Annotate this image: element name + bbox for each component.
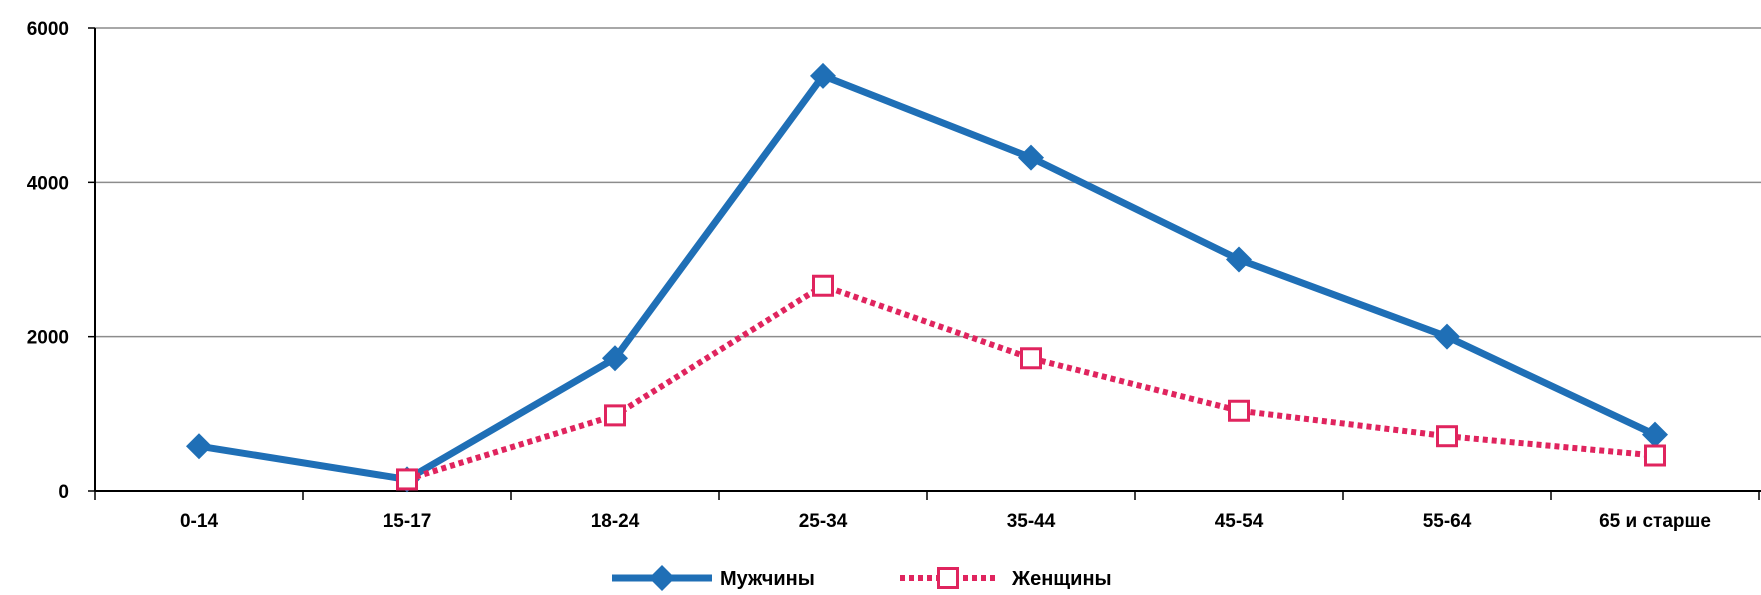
data-point: [937, 567, 959, 589]
x-tick-label: 35-44: [1007, 511, 1056, 532]
legend: Мужчины Женщины: [612, 565, 1112, 591]
data-point: [1226, 246, 1252, 273]
data-point: [1644, 444, 1666, 467]
data-point: [1642, 421, 1668, 448]
y-tick-label: 2000: [27, 328, 69, 349]
data-point: [1228, 399, 1250, 422]
series-line: [406, 282, 1656, 483]
x-tick-label: 45-54: [1215, 511, 1264, 532]
x-tick-label: 15-17: [383, 511, 432, 532]
y-tick-label: 6000: [27, 19, 69, 40]
data-point: [602, 345, 628, 372]
x-tick-label: 55-64: [1423, 511, 1472, 532]
y-tick-label: 4000: [27, 173, 69, 194]
y-tick-label: 0: [58, 482, 69, 503]
x-tick-label: 65 и старше: [1599, 511, 1711, 532]
gridlines: [95, 27, 1761, 338]
data-point: [396, 468, 418, 491]
x-tick-label: 25-34: [799, 511, 848, 532]
x-tick-labels: 0-14 15-17 18-24 25-34 35-44 45-54 55-64 65 и с…: [180, 511, 1711, 532]
legend-label: Женщины: [1011, 568, 1112, 590]
series-lines: [186, 62, 1668, 493]
legend-item-1: Женщины: [900, 567, 1112, 590]
x-tick-label: 18-24: [591, 511, 640, 532]
legend-item-0: Мужчины: [612, 565, 815, 591]
data-point: [810, 62, 836, 89]
x-tick-label: 0-14: [180, 511, 218, 532]
data-point: [604, 404, 626, 427]
series-1: [396, 274, 1666, 491]
data-point: [649, 565, 675, 591]
series-line: [198, 72, 1657, 483]
data-point: [1018, 144, 1044, 171]
y-tick-labels: 0 2000 4000 6000: [27, 19, 69, 503]
data-point: [812, 274, 834, 297]
axes: [88, 27, 1761, 500]
data-point: [1434, 323, 1460, 350]
data-point: [186, 433, 212, 460]
data-point: [1020, 347, 1042, 370]
legend-label: Мужчины: [720, 568, 815, 590]
data-point: [1436, 425, 1458, 448]
